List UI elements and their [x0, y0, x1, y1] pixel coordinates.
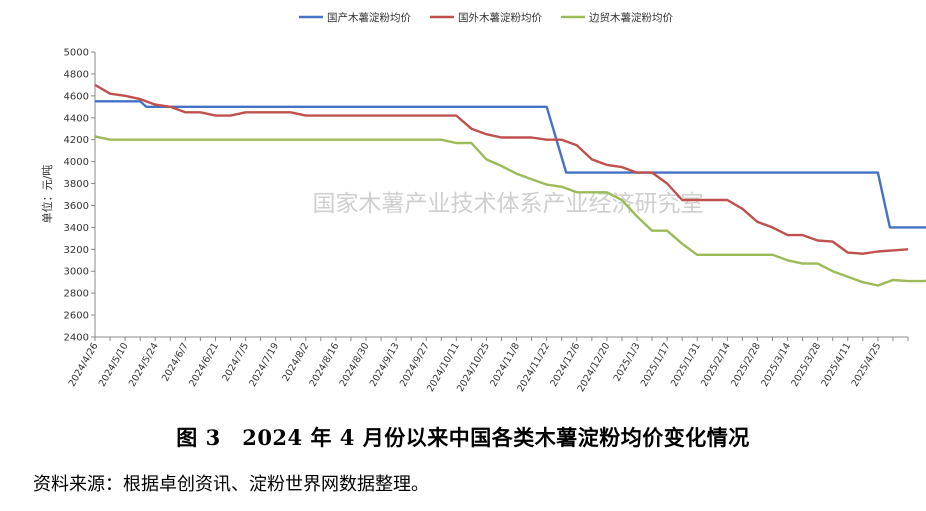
y-tick-label: 4600 — [64, 91, 89, 102]
x-tick-label: 2025/4/25 — [850, 341, 884, 389]
watermark-text: 国家木薯产业技术体系产业经济研究室 — [313, 191, 704, 217]
x-tick-label: 2025/1/17 — [639, 341, 673, 389]
y-tick-label: 3600 — [64, 201, 89, 212]
x-tick-label: 2024/7/19 — [247, 341, 281, 389]
x-tick-label: 2024/9/13 — [368, 341, 402, 389]
x-tick-label: 2024/5/10 — [97, 341, 131, 389]
y-tick-label: 4000 — [64, 157, 89, 168]
y-tick-label: 3400 — [64, 223, 89, 234]
x-tick-label: 2024/7/5 — [220, 341, 251, 383]
x-tick-label: 2024/12/20 — [576, 341, 613, 394]
x-tick-label: 2024/8/2 — [281, 341, 312, 383]
x-tick-label: 2024/4/26 — [67, 341, 101, 389]
x-tick-label: 2024/8/30 — [338, 341, 372, 389]
x-tick-label: 2025/1/3 — [612, 341, 643, 383]
x-tick-label: 2025/3/28 — [789, 341, 823, 389]
chart-series — [94, 83, 926, 287]
x-tick-label: 2025/1/31 — [669, 341, 703, 389]
x-tick-label: 2024/12/6 — [548, 341, 582, 389]
series-line-3 — [94, 135, 926, 287]
x-tick-label: 2024/5/24 — [127, 341, 161, 389]
y-tick-label: 5000 — [64, 48, 89, 59]
x-tick-label: 2024/6/7 — [160, 341, 191, 383]
x-tick-label: 2025/2/28 — [729, 341, 763, 389]
y-tick-label: 3200 — [64, 245, 89, 256]
x-tick-label: 2025/3/14 — [759, 341, 793, 389]
legend-label-2: 国外木薯淀粉均价 — [458, 11, 542, 24]
x-tick-label: 2024/11/8 — [488, 341, 522, 389]
y-tick-label: 4400 — [64, 113, 89, 124]
legend-label-3: 边贸木薯淀粉均价 — [589, 11, 673, 24]
y-tick-label: 3800 — [64, 179, 89, 190]
y-axis: 2400 2600 2800 3000 3200 3400 3600 3800 4000 4200… — [64, 48, 96, 344]
series-line-2 — [94, 83, 909, 255]
x-tick-label: 2024/11/22 — [515, 341, 552, 394]
y-tick-label: 2800 — [64, 289, 89, 300]
chart-legend: 国产木薯淀粉均价 国外木薯淀粉均价 边贸木薯淀粉均价 — [299, 11, 673, 24]
y-axis-label: 单位：元/吨 — [40, 165, 54, 224]
x-tick-label: 2024/9/27 — [398, 341, 432, 389]
price-line-chart: 国产木薯淀粉均价 国外木薯淀粉均价 边贸木薯淀粉均价 国家木薯产业技术体系产业经济研… — [40, 11, 926, 394]
y-tick-label: 2600 — [64, 311, 89, 322]
x-tick-label: 2025/2/14 — [699, 341, 733, 389]
x-tick-label: 2024/10/25 — [455, 341, 492, 394]
x-tick-label: 2025/4/11 — [819, 341, 853, 389]
x-tick-label: 2024/8/16 — [308, 341, 342, 389]
y-tick-label: 2400 — [64, 333, 89, 344]
y-tick-label: 4200 — [64, 135, 89, 146]
x-tick-label: 2024/6/21 — [187, 341, 221, 389]
legend-label-1: 国产木薯淀粉均价 — [327, 11, 411, 24]
data-source-note: 资料来源：根据卓创资讯、淀粉世界网数据整理。 — [33, 474, 429, 495]
y-tick-label: 4800 — [64, 69, 89, 80]
figure-caption: 图 3 2024 年 4 月份以来中国各类木薯淀粉均价变化情况 — [176, 425, 750, 450]
y-tick-label: 3000 — [64, 267, 89, 278]
